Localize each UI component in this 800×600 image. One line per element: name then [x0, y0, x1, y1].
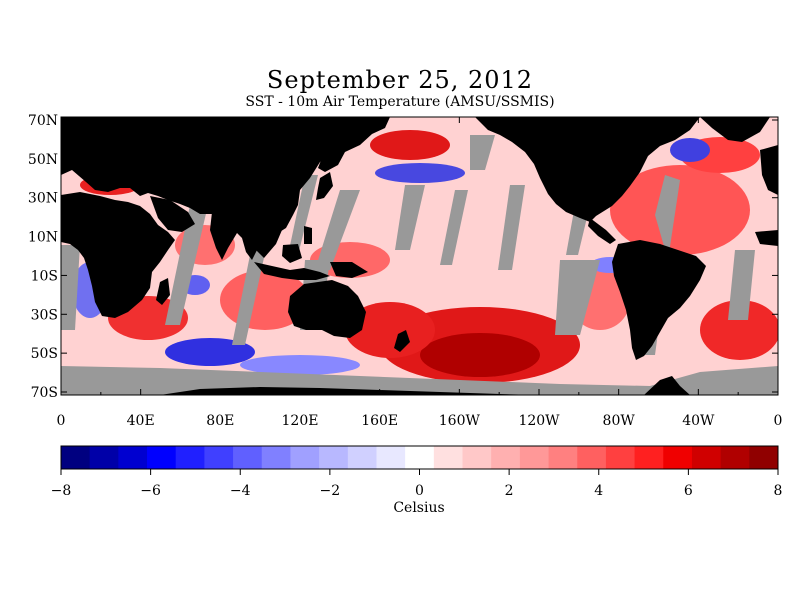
longitude-label: 40W [682, 413, 715, 429]
land-south-america [612, 240, 706, 360]
land-philippines [304, 226, 312, 244]
land-new-zealand [394, 330, 410, 352]
land-japan [316, 172, 333, 200]
longitude-label: 80W [603, 413, 636, 429]
warm-region-north-atlantic [610, 165, 750, 255]
colorbar-swatch [433, 446, 464, 469]
land-central-america [588, 218, 616, 244]
latitude-label: 50N [28, 152, 58, 168]
land-indonesia [254, 262, 330, 280]
cool-region-north-pacific [375, 163, 465, 183]
warm-region-tasman [345, 302, 435, 358]
colorbar-swatch [577, 446, 607, 469]
longitude-label: 120E [282, 413, 319, 429]
longitude-label: 120W [518, 413, 560, 429]
latitude-labels: 70N 50N 30N 10N 10S 30S 50S 70S [28, 113, 58, 401]
colorbar-swatch [347, 446, 377, 469]
land-madagascar [156, 278, 170, 305]
colorbar-swatch [634, 446, 664, 469]
land-antarctica [160, 387, 540, 395]
colorbar-tick-label: −6 [140, 483, 161, 499]
colorbar-tick-label: 6 [684, 483, 693, 499]
longitude-label: 0 [774, 413, 783, 429]
latitude-label: 30S [31, 307, 58, 323]
warm-region-south-pacific-core [420, 333, 540, 377]
colorbar-swatch [89, 446, 119, 469]
colorbar [60, 445, 779, 470]
colorbar-swatch [605, 446, 636, 469]
colorbar-swatch [405, 446, 435, 469]
colorbar-swatch [720, 446, 750, 469]
land-borneo [282, 244, 302, 263]
cool-region-southern-ocean [240, 355, 360, 375]
colorbar-tick-label: 8 [774, 483, 783, 499]
land-southeast-asia [250, 214, 282, 258]
colorbar-swatch [175, 446, 205, 469]
colorbar-swatch [491, 446, 521, 469]
longitude-label: 160E [361, 413, 398, 429]
longitude-labels: 0 40E 80E 120E 160E 160W 120W 80W 40W 0 [57, 413, 783, 429]
colorbar-tick-label: −4 [230, 483, 251, 499]
land-greenland [700, 117, 770, 142]
longitude-label: 160W [439, 413, 481, 429]
longitude-label: 40E [127, 413, 155, 429]
colorbar-swatch [749, 446, 779, 469]
latitude-label: 10N [28, 230, 58, 246]
land-africa [61, 192, 175, 318]
land-western-europe [760, 145, 778, 195]
colorbar-swatch [147, 446, 177, 469]
colorbar-swatch [261, 446, 291, 469]
colorbar-swatch [233, 446, 263, 469]
land-antarctic-peninsula [644, 376, 690, 395]
latitude-label: 10S [31, 268, 58, 284]
land-india [210, 212, 240, 260]
colorbar-swatch [519, 446, 550, 469]
colorbar-swatch [204, 446, 234, 469]
cool-region-labrador-sea [670, 138, 710, 162]
map-ticks [60, 117, 779, 395]
land-arabia [150, 196, 195, 232]
longitude-label: 0 [57, 413, 66, 429]
land-new-guinea [330, 262, 368, 278]
colorbar-tick-label: 0 [415, 483, 424, 499]
land-masses [61, 117, 778, 395]
colorbar-swatch [663, 446, 693, 469]
land-north-america [475, 117, 700, 222]
latitude-label: 70N [28, 113, 58, 129]
land-northeast-asia [300, 117, 390, 172]
colorbar-tick-label: 4 [594, 483, 603, 499]
warm-region-north-pacific [370, 130, 450, 160]
colorbar-swatch [118, 446, 148, 469]
colorbar-tick-label: 2 [505, 483, 514, 499]
colorbar-swatch [462, 446, 492, 469]
colorbar-swatch [290, 446, 320, 469]
longitude-label: 80E [206, 413, 234, 429]
colorbar-swatch [691, 446, 722, 469]
land-australia [288, 280, 366, 338]
colorbar-swatch [548, 446, 578, 469]
colorbar-unit-label: Celsius [393, 500, 445, 516]
colorbar-tick-label: −2 [320, 483, 341, 499]
latitude-label: 30N [28, 191, 58, 207]
latitude-label: 70S [31, 385, 58, 401]
latitude-label: 50S [31, 346, 58, 362]
map-title: September 25, 2012 [266, 66, 534, 94]
colorbar-labels: −8 −6 −4 −2 0 2 4 6 8 [51, 469, 783, 499]
colorbar-tick-label: −8 [51, 483, 72, 499]
land-west-africa-edge [755, 230, 778, 246]
colorbar-swatch [376, 446, 406, 469]
colorbar-swatch [61, 446, 91, 469]
map-field [61, 117, 778, 395]
warm-anomaly-regions [80, 130, 778, 383]
map-subtitle: SST - 10m Air Temperature (AMSU/SSMIS) [245, 94, 555, 110]
colorbar-swatch [319, 446, 349, 469]
warm-region-south-atlantic [700, 300, 778, 360]
